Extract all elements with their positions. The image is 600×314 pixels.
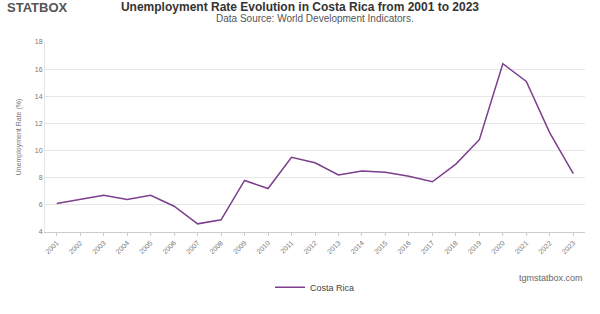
svg-text:8: 8 [39, 174, 43, 181]
svg-text:2016: 2016 [396, 239, 412, 255]
svg-text:4: 4 [39, 228, 43, 235]
svg-text:2011: 2011 [279, 239, 295, 255]
svg-text:Unemployment Rate Evolution in: Unemployment Rate Evolution in Costa Ric… [121, 0, 479, 14]
svg-text:2023: 2023 [560, 239, 576, 255]
svg-text:2017: 2017 [420, 239, 436, 255]
svg-text:Data Source: World Development: Data Source: World Development Indicator… [216, 13, 414, 24]
svg-text:2015: 2015 [373, 239, 389, 255]
svg-text:Unemployment Rate (%): Unemployment Rate (%) [15, 99, 23, 176]
svg-text:2009: 2009 [232, 239, 248, 255]
svg-text:14: 14 [35, 93, 43, 100]
svg-text:2008: 2008 [208, 239, 224, 255]
svg-text:2021: 2021 [514, 239, 530, 255]
svg-text:2019: 2019 [467, 239, 483, 255]
svg-text:STATBOX: STATBOX [7, 0, 68, 15]
svg-text:2010: 2010 [255, 239, 271, 255]
svg-text:12: 12 [35, 120, 43, 127]
svg-text:Costa Rica: Costa Rica [310, 283, 354, 293]
svg-text:2001: 2001 [44, 239, 60, 255]
svg-text:16: 16 [35, 66, 43, 73]
svg-text:2020: 2020 [490, 239, 506, 255]
svg-text:2006: 2006 [161, 239, 177, 255]
svg-text:2013: 2013 [326, 239, 342, 255]
svg-text:2007: 2007 [185, 239, 201, 255]
svg-text:2012: 2012 [302, 239, 318, 255]
svg-text:2014: 2014 [349, 239, 365, 255]
svg-text:2002: 2002 [67, 239, 83, 255]
svg-text:2018: 2018 [443, 239, 459, 255]
svg-text:2004: 2004 [114, 239, 130, 255]
svg-text:2022: 2022 [537, 239, 553, 255]
svg-text:2003: 2003 [91, 239, 107, 255]
svg-text:tgmstatbox.com: tgmstatbox.com [519, 273, 583, 283]
svg-text:18: 18 [35, 38, 43, 45]
svg-text:6: 6 [39, 201, 43, 208]
svg-text:2005: 2005 [138, 239, 154, 255]
svg-text:10: 10 [35, 147, 43, 154]
